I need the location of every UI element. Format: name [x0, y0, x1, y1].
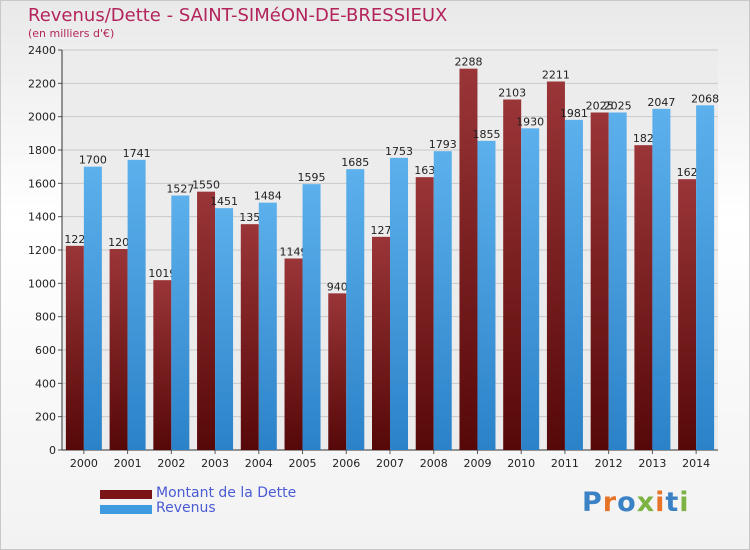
bar-revenue — [433, 151, 452, 450]
bar-revenue — [390, 157, 408, 451]
bar-revenue — [564, 119, 583, 450]
bar-revenue — [127, 159, 146, 451]
data-label-revenue: 1981 — [560, 107, 588, 120]
x-tick-label: 2006 — [332, 457, 360, 470]
bar-debt — [590, 112, 609, 450]
y-tick-label: 1200 — [28, 244, 56, 257]
data-label-debt: 2288 — [454, 56, 482, 69]
bar-revenue — [346, 169, 365, 450]
data-label-debt: 127 — [371, 224, 392, 237]
data-label-debt: 2025 — [586, 100, 614, 113]
bar-debt — [546, 81, 565, 450]
unit-label: (en milliers d'€) — [28, 27, 115, 40]
bar-revenue — [696, 105, 715, 450]
data-label-debt: 162 — [677, 166, 698, 179]
x-tick-label: 2008 — [420, 457, 448, 470]
data-label-revenue: 1741 — [123, 147, 151, 160]
chart-title: Revenus/Dette - SAINT-SIMéON-DE-BRESSIEU… — [28, 5, 448, 26]
y-tick-label: 400 — [35, 377, 56, 390]
bar-revenue — [215, 208, 234, 450]
bar-debt — [109, 249, 128, 450]
data-label-revenue: 1855 — [472, 128, 500, 141]
bar-revenue — [83, 166, 102, 450]
data-label-debt: 135 — [239, 211, 260, 224]
data-label-debt: 1550 — [192, 179, 220, 192]
y-tick-label: 200 — [35, 411, 56, 424]
proxiti-logo: Proxiti — [582, 487, 690, 518]
bar-revenue — [477, 140, 496, 451]
x-tick-label: 2000 — [70, 457, 98, 470]
bar-debt — [197, 191, 216, 450]
data-label-revenue: 2068 — [691, 92, 719, 105]
y-tick-label: 600 — [35, 344, 56, 357]
y-tick-label: 2200 — [28, 77, 56, 90]
data-label-revenue: 1484 — [254, 190, 282, 203]
bar-debt — [634, 145, 653, 450]
x-tick-label: 2005 — [289, 457, 317, 470]
bar-revenue — [608, 112, 627, 450]
y-tick-label: 800 — [35, 311, 56, 324]
y-tick-label: 1800 — [28, 144, 56, 157]
y-tick-label: 1000 — [28, 277, 56, 290]
y-tick-label: 2400 — [28, 44, 56, 57]
data-label-debt: 1019 — [148, 267, 176, 280]
bar-debt — [372, 236, 390, 450]
x-tick-label: 2011 — [551, 457, 579, 470]
data-label-revenue: 1700 — [79, 154, 107, 167]
data-label-debt: 122 — [64, 233, 85, 246]
data-label-revenue: 1527 — [166, 183, 194, 196]
bar-debt — [459, 68, 478, 451]
y-tick-label: 2000 — [28, 111, 56, 124]
legend-swatch-debt — [100, 490, 152, 499]
data-label-debt: 2211 — [542, 69, 570, 82]
bar-debt — [284, 258, 303, 450]
y-tick-label: 0 — [49, 444, 56, 457]
x-tick-label: 2013 — [638, 457, 666, 470]
data-label-revenue: 2025 — [604, 100, 632, 113]
x-tick-label: 2007 — [376, 457, 404, 470]
data-label-revenue: 2047 — [647, 96, 675, 109]
x-tick-label: 2012 — [595, 457, 623, 470]
bar-revenue — [258, 202, 277, 450]
x-tick-label: 2009 — [463, 457, 491, 470]
x-tick-label: 2002 — [157, 457, 185, 470]
data-label-debt: 163 — [414, 164, 435, 177]
bar-debt — [678, 179, 697, 450]
data-label-revenue: 1595 — [298, 171, 326, 184]
x-tick-label: 2004 — [245, 457, 273, 470]
bar-revenue — [652, 108, 671, 450]
legend-label-revenue: Revenus — [156, 500, 216, 516]
data-label-debt: 1149 — [280, 246, 308, 259]
legend-label-debt: Montant de la Dette — [156, 485, 297, 501]
bar-debt — [503, 99, 522, 450]
x-tick-label: 2010 — [507, 457, 535, 470]
x-tick-label: 2003 — [201, 457, 229, 470]
legend-swatch-revenue — [100, 505, 152, 514]
y-tick-label: 1400 — [28, 211, 56, 224]
y-tick-label: 1600 — [28, 177, 56, 190]
bar-debt — [240, 224, 259, 450]
data-label-revenue: 1753 — [385, 145, 413, 158]
data-label-revenue: 1685 — [341, 156, 369, 169]
bar-debt — [415, 177, 434, 450]
bar-debt — [65, 245, 84, 450]
x-tick-label: 2001 — [114, 457, 142, 470]
data-label-debt: 2103 — [498, 87, 526, 100]
data-label-debt: 940 — [327, 280, 348, 293]
bar-debt — [328, 293, 347, 450]
x-tick-label: 2014 — [682, 457, 710, 470]
bar-debt — [153, 280, 172, 450]
bar-revenue — [302, 184, 321, 450]
data-label-debt: 182 — [633, 132, 654, 145]
bar-revenue — [171, 195, 190, 450]
bar-revenue — [521, 128, 540, 451]
data-label-revenue: 1930 — [516, 115, 544, 128]
data-label-revenue: 1793 — [429, 138, 457, 151]
data-label-revenue: 1451 — [210, 195, 238, 208]
data-label-debt: 120 — [108, 236, 129, 249]
